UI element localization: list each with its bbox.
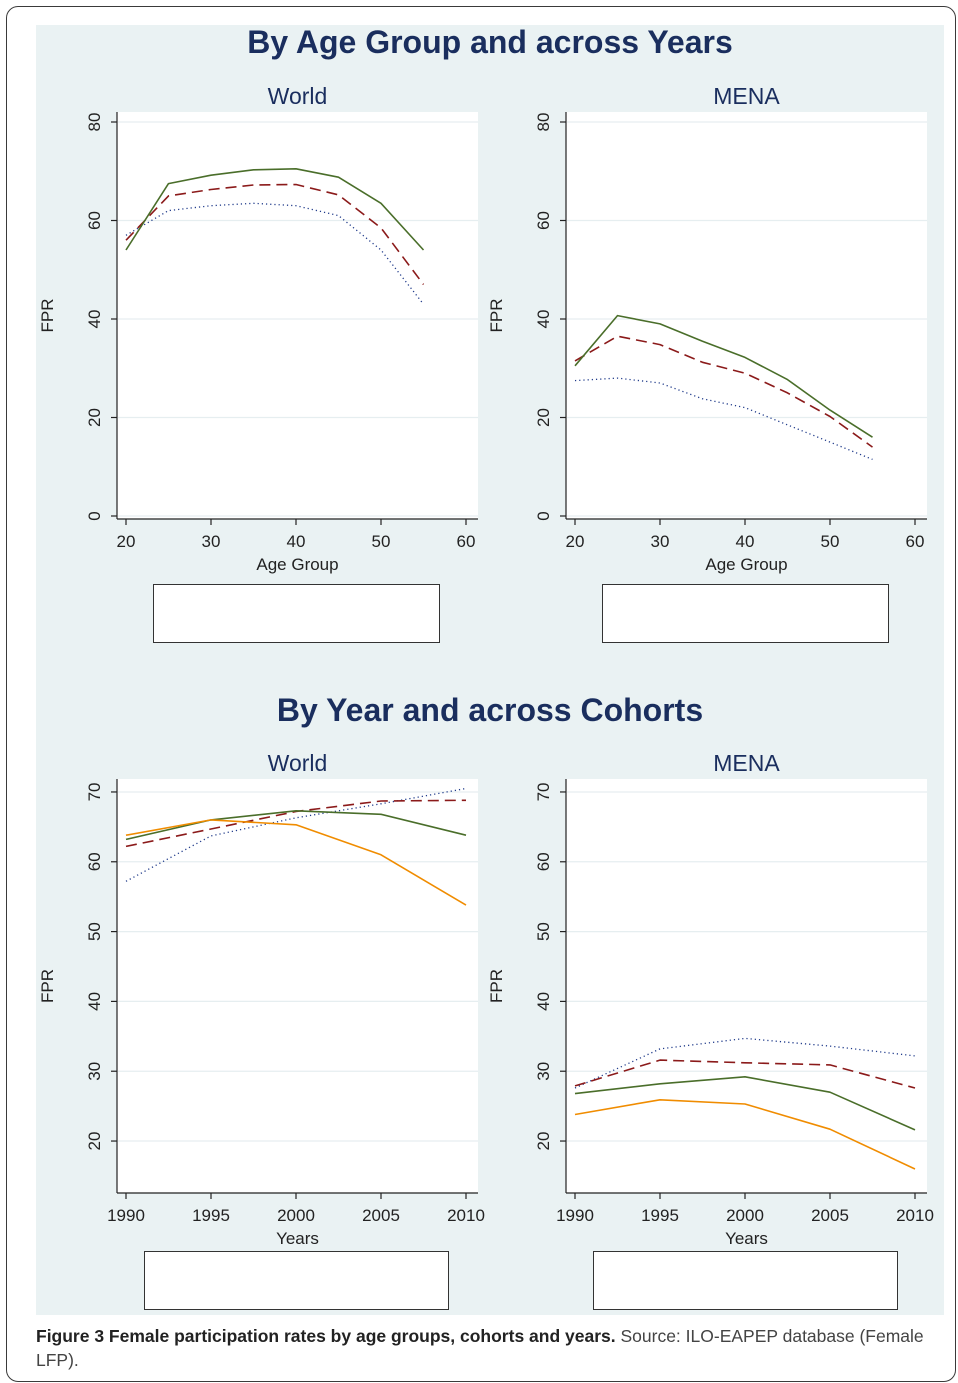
y-tick-label: 30 [85, 1062, 104, 1081]
x-tick-label: 60 [906, 532, 925, 551]
y-tick-label: 50 [85, 922, 104, 941]
series-line-1990 [574, 377, 873, 461]
panel-title-year-world: World [267, 750, 328, 776]
y-tick-label: 80 [85, 113, 104, 132]
y-tick-label: 20 [534, 1132, 553, 1151]
x-tick-label: 50 [821, 532, 840, 551]
series-line-35-39 [125, 819, 467, 906]
panel-title-age-mena: MENA [713, 83, 780, 109]
x-tick-label: 2010 [896, 1206, 934, 1225]
y-tick-label: 40 [85, 310, 104, 329]
panel-title-year-mena: MENA [713, 750, 780, 776]
legend-age-world [153, 584, 440, 643]
series-line-2010 [574, 314, 873, 438]
y-tick-label: 60 [534, 852, 553, 871]
x-tick-label: 1995 [192, 1206, 230, 1225]
y-tick-label: 0 [534, 511, 553, 520]
series-line-2000 [574, 335, 873, 448]
x-tick-label: 2005 [362, 1206, 400, 1225]
caption-figure-label: Figure 3 Female participation rates by a… [36, 1326, 616, 1346]
x-tick-label: 30 [202, 532, 221, 551]
plot-area-year-mena [566, 779, 927, 1193]
series-line-25-29 [574, 1059, 916, 1089]
x-axis-title: Years [276, 1229, 319, 1248]
y-axis-title: FPR [38, 969, 57, 1003]
y-axis-title: FPR [38, 299, 57, 333]
figure-caption: Figure 3 Female participation rates by a… [36, 1325, 936, 1372]
y-tick-label: 20 [85, 408, 104, 427]
y-tick-label: 0 [85, 511, 104, 520]
x-tick-label: 1990 [556, 1206, 594, 1225]
y-tick-label: 40 [85, 992, 104, 1011]
x-axis-title: Years [725, 1229, 768, 1248]
y-tick-label: 40 [534, 992, 553, 1011]
panel-title-age-world: World [267, 83, 328, 109]
x-axis-title: Age Group [705, 555, 787, 574]
series-line-35-39 [574, 1099, 916, 1170]
y-axis-title: FPR [487, 299, 506, 333]
x-tick-label: 20 [566, 532, 585, 551]
x-tick-label: 20 [117, 532, 136, 551]
x-axis-title: Age Group [256, 555, 338, 574]
y-tick-label: 70 [534, 783, 553, 802]
section-title-cohorts: By Year and across Cohorts [276, 692, 704, 728]
caption-source: Source: ILO-EAPEP database (Female LFP). [36, 1326, 924, 1370]
y-tick-label: 40 [534, 310, 553, 329]
x-tick-label: 1995 [641, 1206, 679, 1225]
x-tick-label: 40 [287, 532, 306, 551]
series-line-30-34 [574, 1076, 916, 1131]
y-tick-label: 30 [534, 1062, 553, 1081]
y-tick-label: 20 [85, 1132, 104, 1151]
series-line-30-34 [125, 809, 467, 841]
series-line-2010 [125, 168, 425, 251]
x-tick-label: 1990 [107, 1206, 145, 1225]
section-title-age-group: By Age Group and across Years [247, 24, 733, 60]
legend-year-mena [593, 1251, 898, 1310]
series-line-2000 [125, 183, 425, 285]
y-tick-label: 70 [85, 783, 104, 802]
plot-area-age-world [117, 112, 478, 519]
y-tick-label: 60 [534, 211, 553, 230]
x-tick-label: 2000 [726, 1206, 764, 1225]
y-tick-label: 50 [534, 922, 553, 941]
series-line-1990 [125, 202, 425, 305]
legend-age-mena [602, 584, 889, 643]
y-tick-label: 60 [85, 852, 104, 871]
x-tick-label: 40 [736, 532, 755, 551]
plot-area-age-mena [566, 112, 927, 519]
x-tick-label: 2000 [277, 1206, 315, 1225]
x-tick-label: 2005 [811, 1206, 849, 1225]
x-tick-label: 60 [457, 532, 476, 551]
x-tick-label: 2010 [447, 1206, 485, 1225]
y-tick-label: 20 [534, 408, 553, 427]
x-tick-label: 50 [372, 532, 391, 551]
legend-year-world [144, 1251, 449, 1310]
y-tick-label: 60 [85, 211, 104, 230]
y-axis-title: FPR [487, 969, 506, 1003]
x-tick-label: 30 [651, 532, 670, 551]
series-line-20-24 [125, 787, 467, 882]
y-tick-label: 80 [534, 113, 553, 132]
plot-area-year-world [117, 779, 478, 1193]
